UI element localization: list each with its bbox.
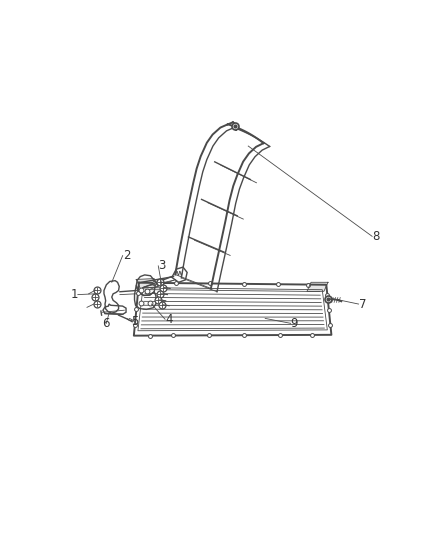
Text: 2: 2 xyxy=(123,249,130,262)
Text: 5: 5 xyxy=(131,315,138,328)
Text: 1: 1 xyxy=(71,288,78,301)
Text: 9: 9 xyxy=(291,317,298,330)
Text: 4: 4 xyxy=(165,313,173,326)
Polygon shape xyxy=(136,279,158,288)
Text: 7: 7 xyxy=(359,297,366,311)
Text: 8: 8 xyxy=(372,230,379,243)
Polygon shape xyxy=(307,282,328,292)
Text: 3: 3 xyxy=(158,260,166,272)
Text: 6: 6 xyxy=(102,317,110,330)
